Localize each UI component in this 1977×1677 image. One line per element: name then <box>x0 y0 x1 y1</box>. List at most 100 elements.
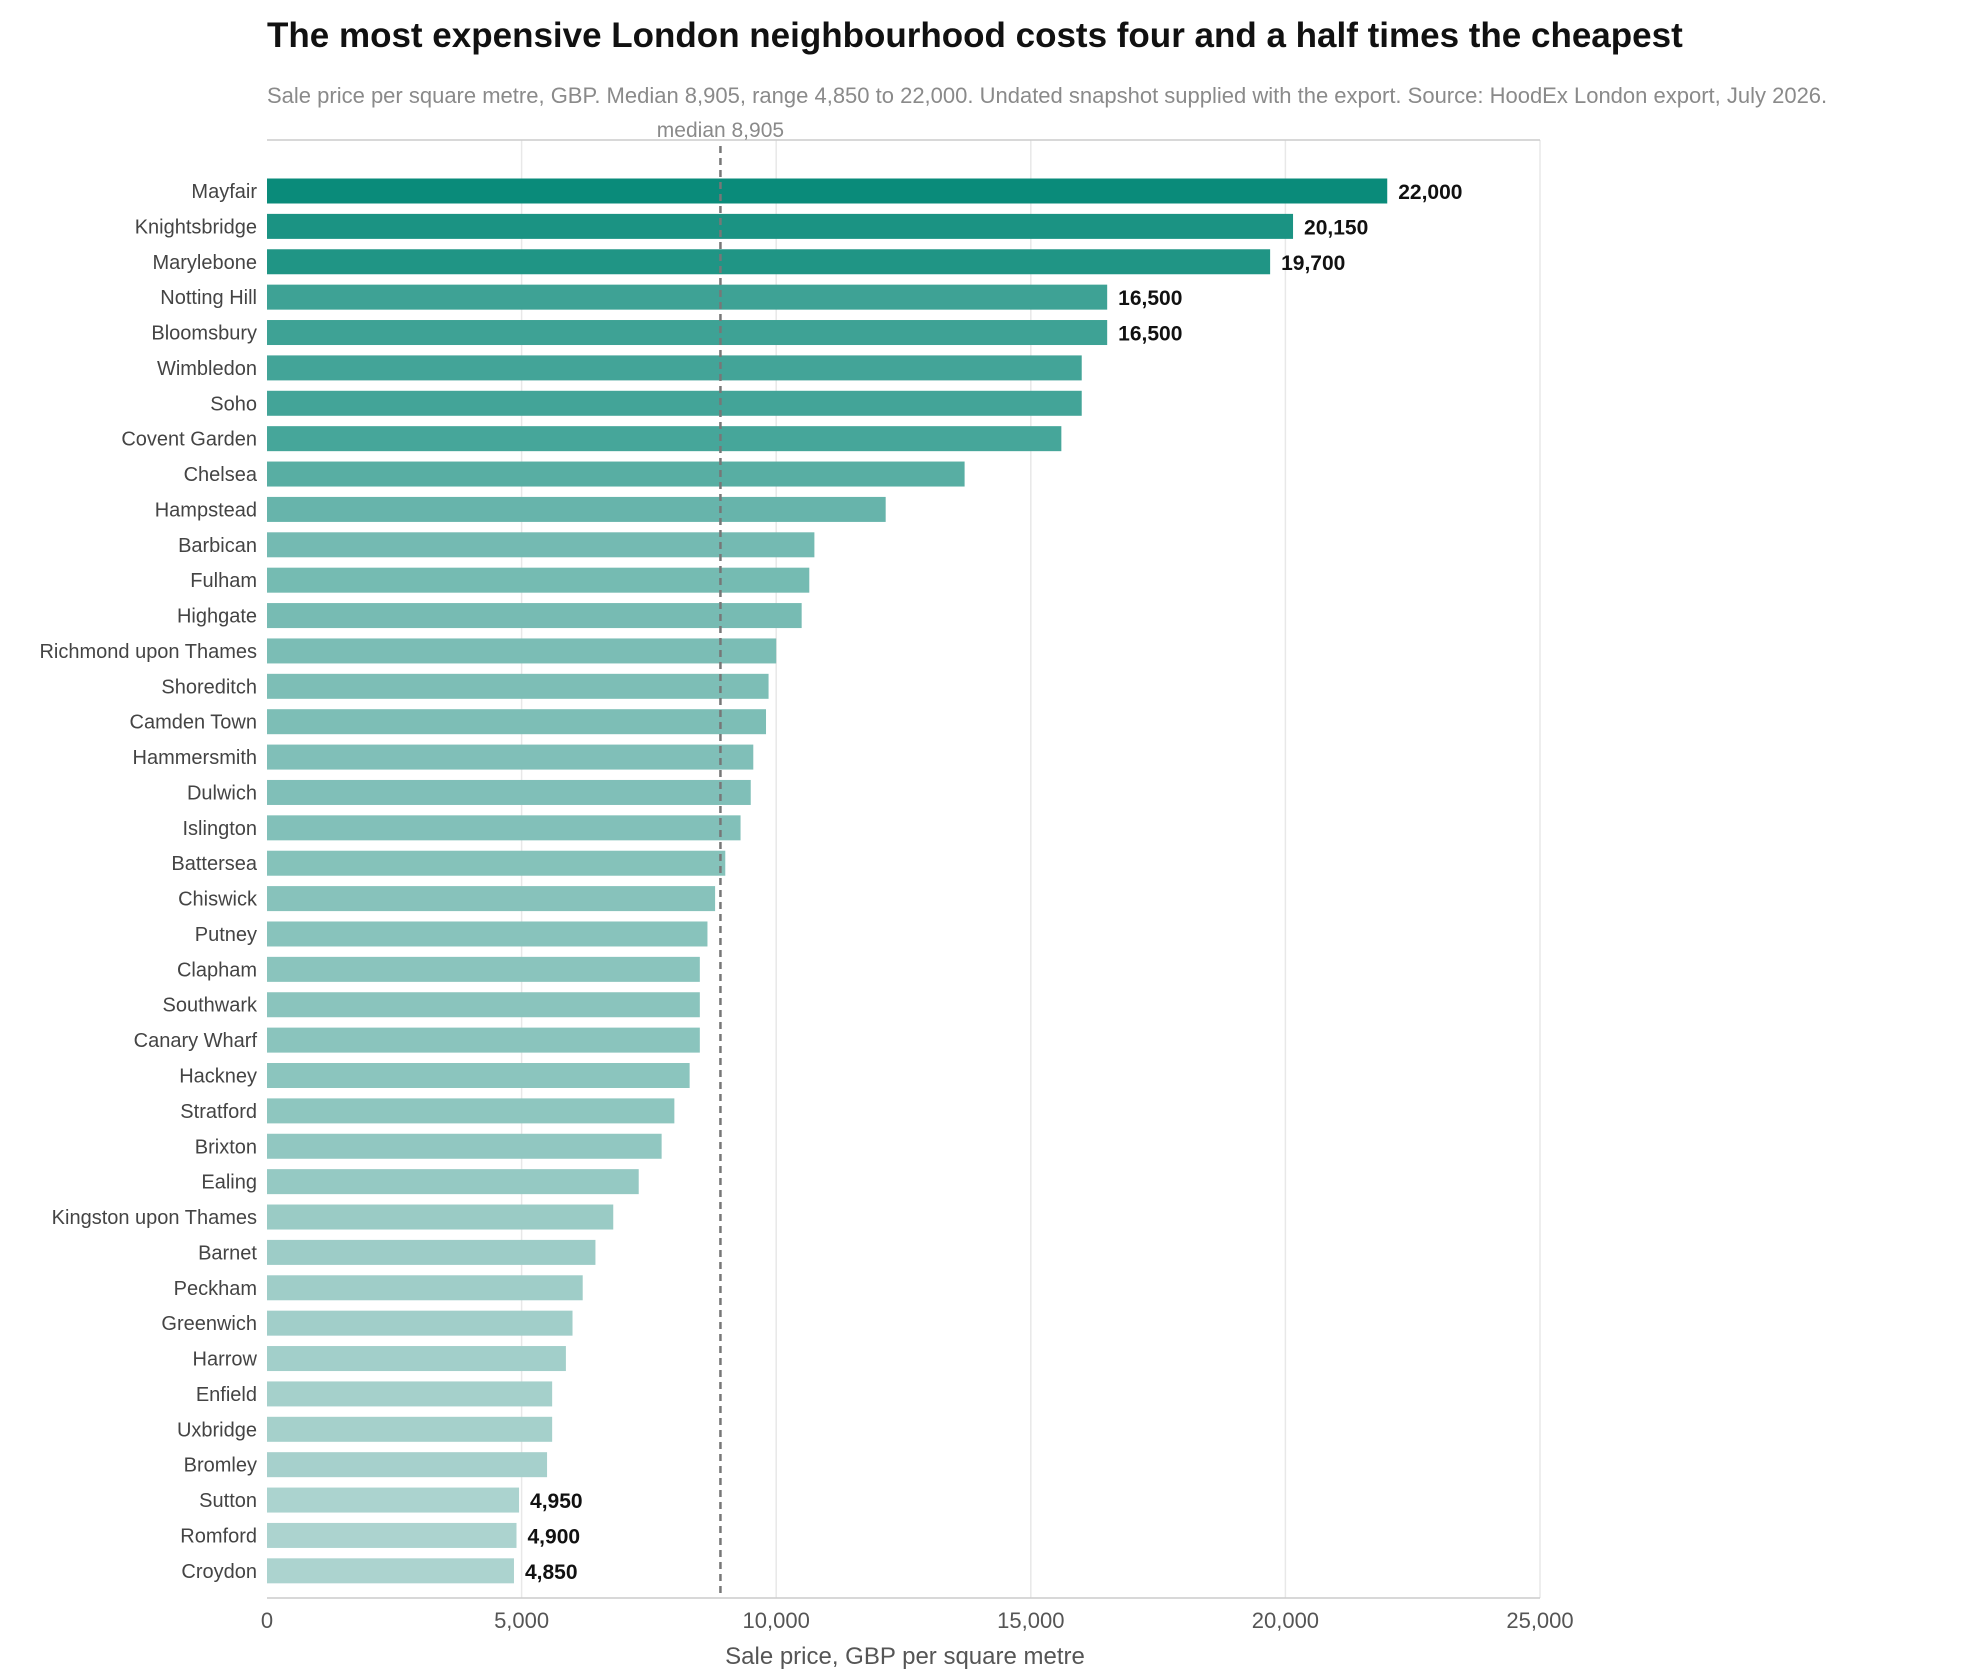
bar <box>267 426 1062 452</box>
category-label: Chelsea <box>184 464 258 486</box>
category-label: Islington <box>183 818 258 840</box>
category-labels: Mayfair Knightsbridge Marylebone Notting Hi… <box>39 181 258 1583</box>
data-label: 19,700 <box>1281 252 1345 275</box>
data-label: 16,500 <box>1118 287 1182 310</box>
bar <box>267 1346 566 1372</box>
bar <box>267 638 777 664</box>
category-label: Marylebone <box>152 252 257 274</box>
category-label: Chiswick <box>178 889 258 911</box>
bar <box>267 178 1388 204</box>
bar <box>267 1063 690 1088</box>
data-label: 20,150 <box>1304 216 1368 239</box>
category-label: Bromley <box>184 1455 257 1477</box>
x-tick-label: 20,000 <box>1252 1608 1319 1633</box>
category-label: Brixton <box>195 1136 257 1158</box>
bar <box>267 886 716 912</box>
x-tick-label: 5,000 <box>494 1608 549 1633</box>
category-label: Enfield <box>196 1384 257 1406</box>
bar <box>267 603 802 629</box>
x-tick-label: 15,000 <box>997 1608 1064 1633</box>
category-label: Canary Wharf <box>134 1030 258 1052</box>
category-label: Uxbridge <box>177 1419 257 1441</box>
category-label: Notting Hill <box>160 287 257 309</box>
category-label: Sutton <box>199 1490 257 1512</box>
chart-subtitle: Sale price per square metre, GBP. Median… <box>267 83 1827 108</box>
x-axis-title: Sale price, GBP per square metre <box>725 1643 1085 1670</box>
bar <box>267 1522 517 1548</box>
category-label: Covent Garden <box>121 429 257 451</box>
bar <box>267 355 1082 381</box>
bar <box>267 956 700 982</box>
bar <box>267 1239 596 1265</box>
bar <box>267 1452 548 1478</box>
bar <box>267 320 1108 346</box>
category-label: Shoreditch <box>161 676 257 698</box>
bar <box>267 709 767 735</box>
data-label: 16,500 <box>1118 323 1182 346</box>
plot-frame <box>267 139 1540 1599</box>
category-label: Harrow <box>193 1349 258 1371</box>
category-label: Wimbledon <box>157 358 257 380</box>
category-label: Barnet <box>198 1242 257 1264</box>
category-label: Hampstead <box>155 499 257 521</box>
median-marker: median 8,905 <box>657 119 784 1598</box>
data-label: 4,900 <box>528 1525 581 1548</box>
bar <box>267 744 754 770</box>
category-label: Ealing <box>201 1172 257 1194</box>
category-label: Greenwich <box>161 1313 257 1335</box>
bar <box>267 1204 614 1230</box>
category-label: Highgate <box>177 606 257 628</box>
bar <box>267 1169 639 1195</box>
bar <box>267 673 769 699</box>
bar <box>267 1487 520 1513</box>
bar <box>267 532 815 558</box>
category-label: Hackney <box>179 1066 257 1088</box>
category-label: Battersea <box>171 853 257 875</box>
data-label: 4,850 <box>525 1561 578 1584</box>
category-label: Putney <box>195 924 257 946</box>
bar <box>267 1381 553 1407</box>
bar <box>267 779 751 805</box>
bar <box>267 567 810 593</box>
category-label: Hammersmith <box>133 747 257 769</box>
bar <box>267 815 741 841</box>
value-labels: 22,000 20,150 19,700 16,500 16,500 4,950 4,900… <box>525 181 1463 1584</box>
bar <box>267 850 726 876</box>
category-label: Southwark <box>163 995 258 1017</box>
category-label: Camden Town <box>130 712 257 734</box>
category-label: Fulham <box>190 570 257 592</box>
bar <box>267 390 1082 416</box>
data-label: 22,000 <box>1398 181 1462 204</box>
x-tick-label: 10,000 <box>743 1608 810 1633</box>
x-tick-label: 0 <box>261 1608 273 1633</box>
bar <box>267 921 708 947</box>
bar <box>267 213 1294 239</box>
category-label: Peckham <box>174 1278 257 1300</box>
category-label: Soho <box>210 393 257 415</box>
category-label: Kingston upon Thames <box>52 1207 257 1229</box>
bar <box>267 992 700 1018</box>
category-label: Dulwich <box>187 782 257 804</box>
category-label: Stratford <box>180 1101 257 1123</box>
category-label: Clapham <box>177 959 257 981</box>
category-label: Mayfair <box>191 181 257 203</box>
bar <box>267 1310 573 1336</box>
category-label: Richmond upon Thames <box>39 641 257 663</box>
bar <box>267 1416 553 1442</box>
bar <box>267 461 965 487</box>
category-label: Romford <box>180 1525 257 1547</box>
bar <box>267 1275 583 1301</box>
bar <box>267 284 1108 310</box>
category-label: Croydon <box>181 1561 257 1583</box>
bars <box>267 178 1388 1584</box>
bar <box>267 1027 700 1053</box>
category-label: Knightsbridge <box>135 216 257 238</box>
x-axis-ticks: 0 5,000 10,000 15,000 20,000 25,000 <box>261 1608 1574 1633</box>
x-tick-label: 25,000 <box>1506 1608 1573 1633</box>
bar <box>267 1133 662 1159</box>
bar <box>267 1558 514 1584</box>
category-label: Bloomsbury <box>151 323 257 345</box>
bar <box>267 496 886 522</box>
bar <box>267 249 1271 275</box>
